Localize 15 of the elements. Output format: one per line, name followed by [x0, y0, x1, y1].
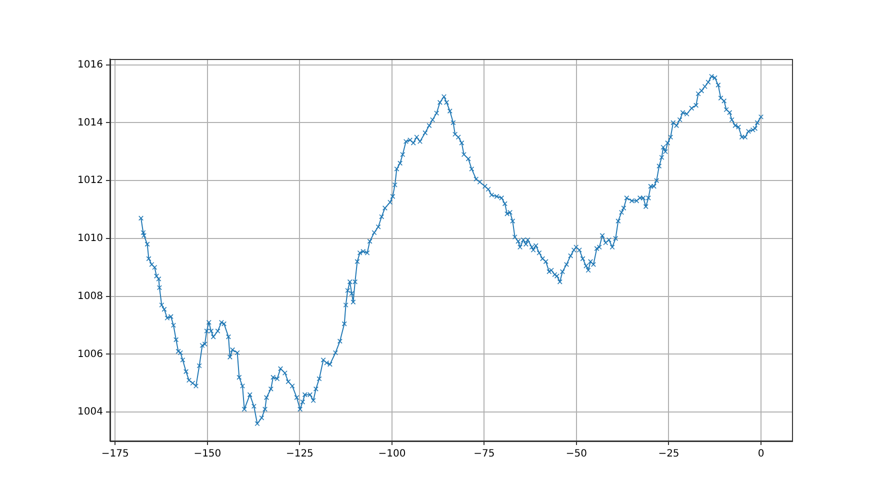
x-tick-label: −75: [474, 448, 495, 460]
x-tick-label: −50: [566, 448, 588, 460]
x-tick-label: −175: [101, 448, 129, 460]
x-tick-label: 0: [758, 448, 764, 460]
y-tick-label: 1008: [78, 290, 103, 302]
x-tick-label: −25: [658, 448, 680, 460]
y-tick-label: 1012: [78, 175, 103, 186]
x-tick-label: −150: [194, 448, 222, 460]
y-tick-label: 1014: [78, 117, 103, 128]
y-tick-label: 1010: [78, 233, 103, 244]
x-tick-label: −125: [286, 448, 314, 460]
y-tick-label: 1004: [78, 406, 103, 418]
y-tick-label: 1016: [78, 59, 103, 70]
x-tick-label: −100: [378, 448, 406, 460]
y-tick-label: 1006: [78, 348, 103, 360]
